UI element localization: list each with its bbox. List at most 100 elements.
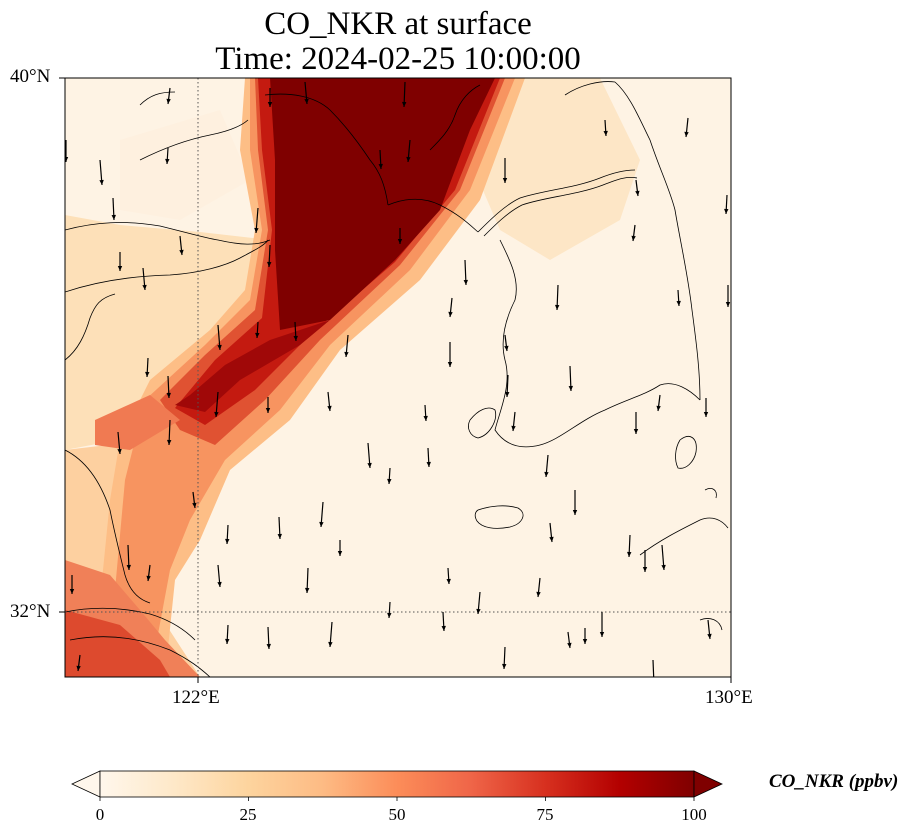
- wind-vector-head: [536, 591, 541, 597]
- colorbar-tick-0: 0: [95, 805, 105, 824]
- colorbar-tick-50: 50: [388, 805, 406, 824]
- gridlines: [65, 78, 731, 677]
- wind-vector-head: [367, 462, 372, 468]
- wind-vectors: [65, 81, 731, 685]
- wind-vector-head: [305, 587, 310, 593]
- wind-vector-head: [642, 567, 648, 572]
- colorbar: [71, 770, 723, 801]
- wind-vector-head: [225, 538, 230, 544]
- wind-vector-head: [582, 639, 588, 644]
- wind-vector-head: [344, 351, 349, 357]
- wind-vector-head: [69, 589, 75, 594]
- wind-vector-head: [225, 638, 230, 644]
- wind-vector-head: [126, 564, 131, 570]
- wind-vector-head: [293, 335, 298, 341]
- wind-vector-head: [633, 429, 639, 434]
- wind-vector-head: [397, 239, 403, 244]
- colorbar-tick-75: 75: [536, 805, 554, 824]
- map-title: CO_NKR at surface: [264, 6, 532, 42]
- wind-vector-head: [502, 663, 507, 669]
- map-time: Time: 2024-02-25 10:00:00: [215, 41, 581, 77]
- wind-vector-head: [676, 300, 681, 306]
- wind-vector-head: [599, 632, 605, 637]
- wind-vector-head: [504, 345, 509, 351]
- wind-vector-head: [707, 633, 712, 639]
- wind-vector-head: [254, 227, 259, 233]
- wind-vector-head: [661, 564, 666, 570]
- wind-vector-head: [179, 249, 184, 255]
- colorbar-extend-low: [71, 770, 101, 798]
- wind-vector-head: [328, 641, 333, 647]
- wind-vector-head: [423, 415, 428, 421]
- colorbar-extend-high: [693, 770, 723, 798]
- wind-vector-head: [555, 304, 560, 310]
- lat-label-32: 32°N: [10, 601, 51, 622]
- wind-vector-head: [387, 478, 392, 484]
- wind-vector-head: [652, 680, 656, 685]
- colorbar-tick-25: 25: [239, 805, 257, 824]
- wind-vector-head: [111, 214, 116, 220]
- wind-vector-head: [448, 311, 453, 317]
- wind-vector-head: [214, 411, 219, 417]
- wind-vector-head: [165, 158, 170, 164]
- wind-vector-head: [76, 665, 81, 671]
- coastlines: [65, 81, 729, 677]
- wind-vector-head: [255, 332, 260, 338]
- wind-vector-head: [505, 391, 510, 397]
- wind-vector-head: [502, 178, 508, 183]
- wind-vector-head: [631, 235, 636, 241]
- wind-vector-head: [327, 405, 332, 411]
- wind-vector-head: [725, 302, 731, 307]
- wind-vector-head: [266, 643, 271, 649]
- colorbar-label: CO_NKR (ppbv): [769, 771, 899, 792]
- wind-vector-head: [635, 190, 640, 196]
- wind-vector-head: [99, 179, 104, 185]
- wind-vector-head: [567, 642, 572, 648]
- concentration-field: [65, 78, 731, 677]
- wind-vector-head: [426, 461, 431, 467]
- wind-vector-head: [192, 502, 197, 508]
- wind-vector-head: [627, 551, 632, 557]
- wind-vector-head: [724, 208, 729, 214]
- wind-vector-head: [703, 412, 709, 417]
- map-frame: [64, 77, 732, 678]
- lat-label-40: 40°N: [10, 66, 51, 87]
- wind-vector-head: [402, 101, 407, 107]
- wind-vector-shaft: [652, 659, 655, 677]
- tick-marks: [59, 77, 732, 683]
- wind-vector-head: [145, 371, 150, 377]
- wind-vector-head: [265, 408, 271, 413]
- wind-vector-head: [441, 625, 446, 631]
- wind-vector-head: [378, 163, 383, 169]
- wind-vector-head: [446, 578, 451, 584]
- wind-vector-head: [267, 261, 272, 267]
- wind-vector-head: [684, 131, 689, 137]
- wind-vector-head: [267, 102, 273, 107]
- wind-vector-head: [572, 510, 578, 515]
- wind-vector-head: [117, 266, 123, 271]
- wind-vector-head: [319, 521, 324, 527]
- wind-vector-head: [387, 612, 392, 618]
- colorbar-bar: [99, 770, 695, 798]
- wind-vector-head: [166, 392, 171, 398]
- wind-vector-head: [511, 425, 516, 431]
- wind-vector-head: [568, 385, 573, 391]
- colorbar-tick-100: 100: [681, 805, 707, 824]
- wind-vector-head: [304, 98, 309, 104]
- wind-vector-head: [142, 284, 147, 290]
- wind-vector-head: [549, 536, 554, 542]
- wind-vector-head: [476, 608, 481, 614]
- wind-vector-head: [277, 533, 282, 539]
- wind-vector-head: [166, 98, 171, 104]
- wind-vector-head: [463, 279, 468, 285]
- wind-vector-head: [656, 405, 661, 411]
- wind-vector-head: [65, 157, 69, 162]
- wind-vector-head: [217, 344, 222, 350]
- wind-vector-head: [406, 156, 411, 162]
- lon-label-130: 130°E: [705, 687, 753, 708]
- wind-vector-head: [544, 471, 549, 477]
- wind-vector-head: [146, 575, 151, 581]
- wind-vector-head: [167, 439, 172, 445]
- wind-vector-head: [603, 130, 608, 136]
